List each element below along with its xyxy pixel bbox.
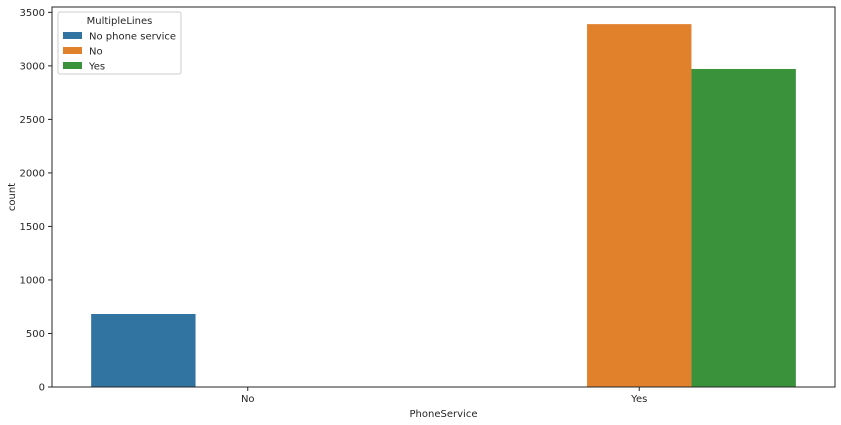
y-tick-label: 0 <box>39 383 45 394</box>
x-axis-label: PhoneService <box>410 409 478 420</box>
y-axis-label: count <box>7 183 18 211</box>
legend-swatch <box>63 47 82 54</box>
legend-label: No <box>89 47 103 58</box>
x-axis-ticks: No Yes <box>241 387 647 405</box>
legend-title: MultipleLines <box>87 16 153 27</box>
legend-swatch <box>63 32 82 39</box>
legend: MultipleLines No phone service No Yes <box>57 11 182 75</box>
plot-frame <box>51 6 836 388</box>
bars-group <box>91 24 796 387</box>
y-tick-label: 1500 <box>20 222 45 233</box>
y-tick-label: 2500 <box>20 115 45 126</box>
legend-label: Yes <box>88 62 105 73</box>
y-tick-label: 1000 <box>20 275 45 286</box>
legend-items: No phone service No Yes <box>63 32 176 73</box>
bar-no-no-phone-service <box>91 313 196 387</box>
x-tick-label: No <box>241 394 255 405</box>
y-tick-label: 500 <box>26 329 45 340</box>
x-tick-label: Yes <box>630 394 647 405</box>
y-tick-label: 2000 <box>20 168 45 179</box>
legend-swatch <box>63 62 82 69</box>
bar-yes-no <box>587 24 692 387</box>
y-tick-label: 3500 <box>20 8 45 19</box>
y-tick-label: 3000 <box>20 61 45 72</box>
bar-yes-yes <box>691 68 796 387</box>
y-axis-ticks: 0 500 1000 1500 2000 2500 3000 3500 <box>20 8 52 394</box>
legend-label: No phone service <box>89 32 176 43</box>
legend-box <box>57 11 182 75</box>
